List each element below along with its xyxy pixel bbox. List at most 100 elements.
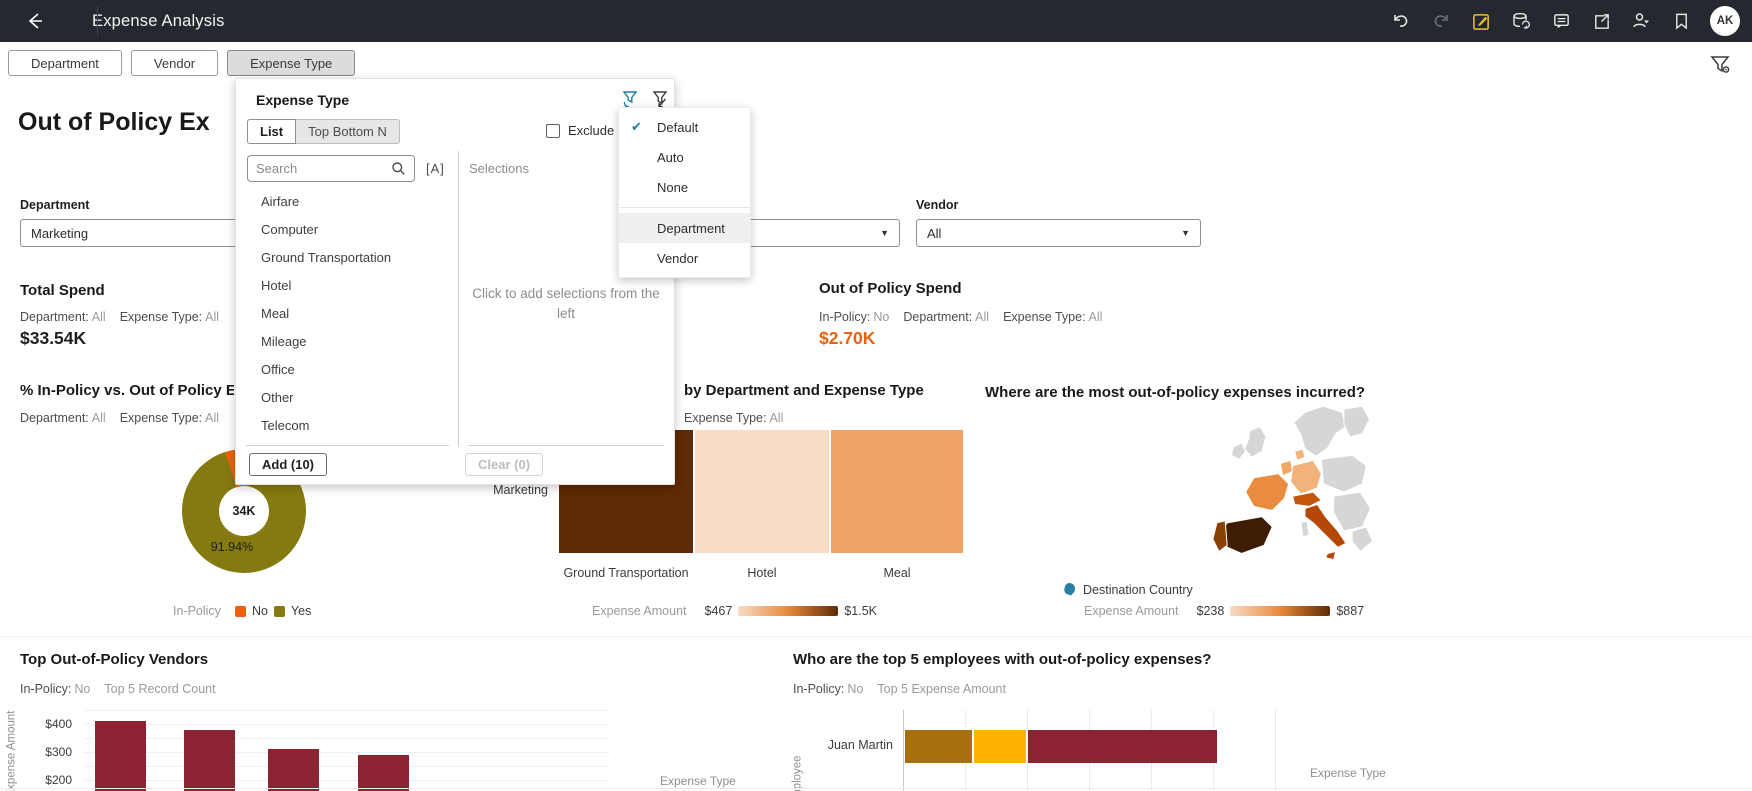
add-button[interactable]: Add (10) bbox=[249, 453, 327, 476]
employees-viz-filters: In-Policy: No Top 5 Expense Amount bbox=[793, 682, 1006, 696]
match-case-button[interactable]: [A] bbox=[426, 161, 445, 176]
chevron-down-icon: ▼ bbox=[880, 228, 889, 238]
out-of-policy-spend-filters: In-Policy: No Department: All Expense Type: A… bbox=[819, 310, 1103, 324]
menu-item-auto[interactable]: Auto bbox=[657, 149, 684, 165]
employee-bar-segment-3[interactable] bbox=[1028, 730, 1217, 763]
vendors-ytick-300: $300 bbox=[45, 745, 72, 759]
vendors-viz-title: Top Out-of-Policy Vendors bbox=[20, 651, 209, 668]
tab-list[interactable]: List bbox=[247, 119, 297, 144]
search-box bbox=[247, 155, 415, 182]
comments-icon[interactable] bbox=[1550, 10, 1572, 32]
map-layer-legend: Destination Country bbox=[1062, 582, 1193, 597]
filter-chip-vendor[interactable]: Vendor bbox=[130, 50, 219, 76]
map-gradient-bar bbox=[1230, 606, 1331, 616]
donut-legend-title: In-Policy bbox=[173, 604, 221, 618]
tab-top-bottom-n[interactable]: Top Bottom N bbox=[296, 119, 400, 144]
popup-tabs: List Top Bottom N bbox=[247, 119, 400, 144]
chevron-down-icon: ▼ bbox=[1181, 228, 1190, 238]
department-filter-select[interactable]: Marketing bbox=[20, 219, 268, 247]
map-country-scandinavia bbox=[1293, 405, 1347, 457]
employee-bar-segment-1[interactable] bbox=[905, 730, 972, 763]
user-menu-icon[interactable] bbox=[1630, 10, 1652, 32]
heatmap-legend-max: $1.5K bbox=[844, 604, 877, 618]
canvas-title: Out of Policy Ex bbox=[18, 108, 210, 136]
redo-icon bbox=[1430, 10, 1452, 32]
heatmap-legend-min: $467 bbox=[704, 604, 733, 618]
donut-viz-filters: Department: All Expense Type: All bbox=[20, 411, 220, 425]
edit-icon[interactable] bbox=[1470, 10, 1492, 32]
map-legend-max: $887 bbox=[1336, 604, 1365, 618]
undo-icon[interactable] bbox=[1390, 10, 1412, 32]
menu-item-default[interactable]: ✔ Default bbox=[631, 119, 699, 135]
map-country-portugal bbox=[1212, 520, 1228, 553]
vendor-filter-value: All bbox=[927, 225, 942, 241]
back-icon[interactable] bbox=[24, 10, 46, 32]
clear-button[interactable]: Clear (0) bbox=[465, 453, 544, 476]
filter-value-meal[interactable]: Meal bbox=[261, 305, 290, 321]
data-refresh-icon[interactable] bbox=[1510, 10, 1532, 32]
vendor-filter-select[interactable]: All ▼ bbox=[916, 219, 1201, 247]
expense-type-filter-popup: Expense Type List Top Bottom N Exclude [… bbox=[235, 78, 675, 485]
viewport-cut-line bbox=[0, 788, 1752, 789]
map-country-alps bbox=[1292, 491, 1323, 507]
filter-value-computer[interactable]: Computer bbox=[261, 221, 319, 237]
map-island-corsica bbox=[1300, 520, 1310, 538]
heatmap-legend: Expense Amount $467 $1.5K bbox=[592, 604, 877, 618]
gridline bbox=[84, 752, 610, 753]
map-country-germany bbox=[1290, 459, 1322, 495]
menu-item-department[interactable]: Department bbox=[619, 213, 750, 243]
check-icon: ✔ bbox=[631, 119, 642, 134]
search-icon bbox=[392, 162, 405, 175]
map-country-denmark bbox=[1294, 448, 1306, 462]
heatmap-viz-filters: Expense Type: All bbox=[684, 411, 784, 425]
map-layer-label: Destination Country bbox=[1083, 582, 1193, 597]
heatmap-cell-hotel[interactable] bbox=[695, 430, 829, 553]
vendor-bar-4[interactable] bbox=[358, 755, 409, 791]
map-country-uk bbox=[1244, 425, 1267, 458]
exclude-checkbox[interactable] bbox=[546, 123, 560, 138]
share-icon[interactable] bbox=[1590, 10, 1612, 32]
app-header: Expense Analysis bbox=[0, 0, 1752, 42]
avatar[interactable]: AK bbox=[1710, 6, 1740, 36]
clear-filter-icon[interactable] bbox=[649, 88, 671, 113]
filter-value-ground-transportation[interactable]: Ground Transportation bbox=[261, 249, 392, 265]
filter-chip-department[interactable]: Department bbox=[8, 50, 122, 76]
map-country-ireland bbox=[1230, 442, 1247, 460]
map-legend-label: Expense Amount bbox=[1084, 604, 1179, 618]
vendor-bar-3[interactable] bbox=[268, 749, 319, 791]
menu-item-vendor[interactable]: Vendor bbox=[657, 250, 699, 266]
employee-bar-segment-2[interactable] bbox=[974, 730, 1026, 763]
map-country-balkans bbox=[1333, 491, 1372, 532]
heatmap-column-label: Meal bbox=[883, 566, 911, 580]
heatmap-cells bbox=[559, 430, 963, 553]
filter-value-mileage[interactable]: Mileage bbox=[261, 333, 307, 349]
map-layer-icon bbox=[1064, 583, 1075, 596]
map-country-spain bbox=[1218, 516, 1273, 555]
donut-viz-title: % In-Policy vs. Out of Policy E bbox=[20, 382, 234, 399]
vendor-bar-2[interactable] bbox=[184, 730, 235, 791]
search-input[interactable] bbox=[256, 161, 386, 176]
bookmark-icon[interactable] bbox=[1670, 10, 1692, 32]
vendor-bar-1[interactable] bbox=[95, 721, 146, 791]
gridline bbox=[84, 766, 610, 767]
filter-value-other[interactable]: Other bbox=[261, 389, 294, 405]
filter-value-office[interactable]: Office bbox=[261, 361, 295, 377]
donut-center-label: 34K bbox=[219, 486, 269, 536]
heatmap-column-label: Hotel bbox=[747, 566, 777, 580]
menu-item-none[interactable]: None bbox=[657, 179, 689, 195]
map-country-greece bbox=[1351, 526, 1374, 553]
europe-map[interactable] bbox=[1150, 402, 1460, 577]
filter-value-telecom[interactable]: Telecom bbox=[261, 417, 310, 433]
filter-value-airfare[interactable]: Airfare bbox=[261, 193, 300, 209]
total-spend-filters: Department: All Expense Type: All bbox=[20, 310, 220, 324]
filter-chip-expense-type[interactable]: Expense Type bbox=[227, 50, 356, 76]
department-filter-value: Marketing bbox=[31, 225, 89, 241]
filter-settings-icon[interactable] bbox=[1708, 52, 1732, 79]
vendors-viz-filters: In-Policy: No Top 5 Record Count bbox=[20, 682, 216, 696]
heatmap-column-labels: Ground Transportation Hotel Meal bbox=[559, 566, 963, 580]
gridline bbox=[1027, 710, 1028, 791]
filter-value-hotel[interactable]: Hotel bbox=[261, 277, 292, 293]
heatmap-cell-meal[interactable] bbox=[831, 430, 963, 553]
popup-footer-divider-right bbox=[468, 445, 664, 446]
map-country-benelux bbox=[1279, 459, 1294, 477]
